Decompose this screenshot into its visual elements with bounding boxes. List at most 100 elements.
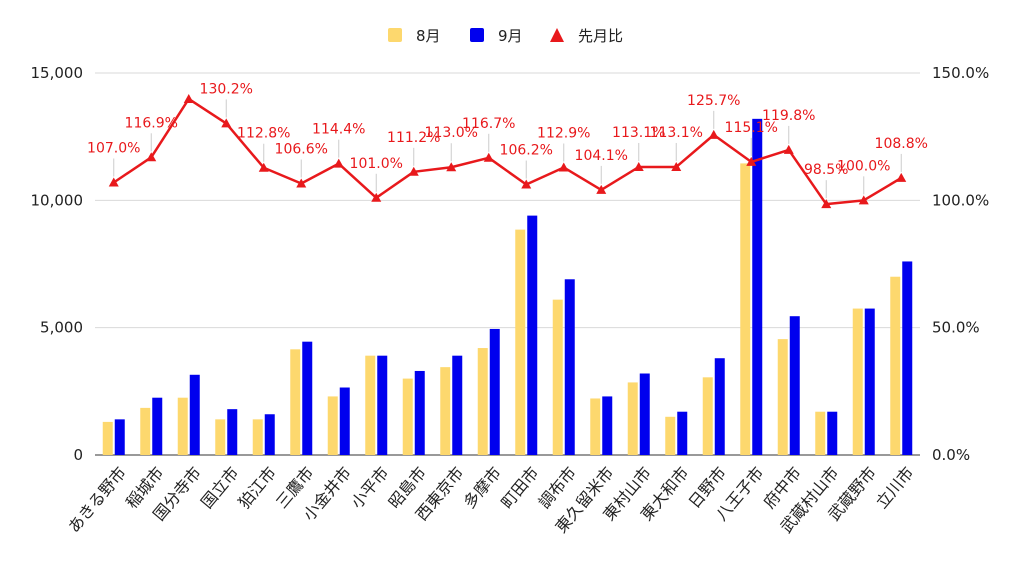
ratio-point-marker: [408, 166, 419, 176]
ratio-point-marker: [596, 184, 607, 194]
legend-item[interactable]: 9月: [470, 27, 523, 45]
ratio-point-marker: [821, 199, 832, 209]
bar-sep: [377, 355, 388, 455]
ratio-data-label: 114.4%: [312, 122, 365, 138]
ratio-point-marker: [183, 93, 194, 103]
left-tick-label: 10,000: [31, 191, 84, 209]
bar-sep: [602, 396, 613, 455]
bar-sep: [714, 358, 725, 455]
legend-label: 8月: [416, 27, 441, 45]
ratio-point-marker: [558, 162, 569, 172]
ratio-point-marker: [296, 178, 307, 188]
ratio-data-label: 112.8%: [237, 126, 290, 142]
bar-aug: [365, 355, 376, 455]
bar-aug: [140, 407, 151, 455]
ratio-point-marker: [783, 144, 794, 154]
category-label: 町田市: [497, 463, 542, 512]
bar-aug: [852, 308, 863, 455]
ratio-point-marker: [708, 129, 719, 139]
ratio-data-label: 125.7%: [687, 93, 740, 109]
category-label: 立川市: [872, 463, 917, 512]
bar-aug: [515, 229, 526, 455]
bar-sep: [902, 261, 913, 455]
ratio-point-marker: [521, 179, 532, 189]
bar-sep: [452, 355, 463, 455]
legend-swatch: [470, 28, 484, 42]
bar-aug: [102, 421, 113, 455]
bar-aug: [327, 396, 338, 455]
bar-aug: [740, 163, 751, 455]
legend[interactable]: 8月 9月 先月比: [388, 27, 623, 45]
bar-sep: [564, 279, 575, 455]
ratio-point-marker: [633, 161, 644, 171]
category-label: あきる野市: [64, 463, 130, 536]
right-tick-label: 50.0%: [932, 319, 980, 337]
ratio-data-label: 130.2%: [200, 81, 253, 97]
ratio-point-marker: [371, 192, 382, 202]
axes: 0 5,000 10,000 15,000 0.0% 50.0% 100.0% 150.0% あ…: [31, 64, 990, 537]
right-tick-label: 150.0%: [932, 64, 989, 82]
ratio-data-label: 116.7%: [462, 116, 515, 132]
ratio-data-label: 112.9%: [537, 125, 590, 141]
data-labels: 107.0% 116.9% 130.2% 112.8%106.6% 114.4% 101.…: [87, 81, 928, 199]
ratio-line-path: [113, 97, 902, 206]
ratio-data-label: 106.6%: [275, 142, 328, 158]
ratio-point-marker: [258, 162, 269, 172]
category-label: 小平市: [347, 463, 392, 512]
bar-aug: [402, 378, 413, 455]
bar-aug: [440, 367, 451, 455]
ratio-data-label: 108.8%: [875, 136, 928, 152]
ratio-point-marker: [446, 162, 457, 172]
ratio-data-label: 101.0%: [350, 156, 403, 172]
bar-aug: [477, 348, 488, 455]
bar-aug: [552, 299, 563, 455]
right-tick-label: 100.0%: [932, 191, 989, 209]
bar-aug: [252, 419, 263, 455]
ratio-point-marker: [108, 177, 119, 187]
bar-sep: [264, 414, 275, 455]
ratio-data-label: 116.9%: [125, 115, 178, 131]
ratio-data-label: 115.1%: [725, 120, 778, 136]
left-tick-label: 5,000: [40, 319, 83, 337]
bar-sep: [864, 308, 875, 455]
bar-aug: [590, 398, 601, 455]
ratio-data-label: 111.2%: [387, 130, 440, 146]
right-tick-label: 0.0%: [932, 446, 970, 464]
bar-sep: [789, 316, 800, 455]
bar-sep: [677, 411, 688, 455]
category-label: 狛江市: [235, 463, 280, 512]
ratio-data-label: 113.0%: [425, 125, 478, 141]
ratio-data-label: 107.0%: [87, 141, 140, 157]
ratio-point-marker: [146, 152, 157, 162]
bar-sep: [752, 118, 763, 455]
bar-sep: [527, 215, 538, 455]
ratio-point-marker: [896, 172, 907, 182]
bar-sep: [114, 419, 125, 455]
legend-item[interactable]: 先月比: [550, 27, 623, 45]
legend-swatch: [388, 28, 402, 42]
ratio-point-marker: [333, 158, 344, 168]
bar-aug: [627, 382, 638, 455]
bar-sep: [639, 373, 650, 455]
legend-triangle-icon: [550, 28, 564, 42]
ratio-data-label: 113.1%: [650, 125, 703, 141]
ratio-point-marker: [221, 118, 232, 128]
ratio-data-label: 104.1%: [575, 148, 628, 164]
category-label: 国立市: [197, 463, 242, 512]
legend-label: 先月比: [578, 27, 623, 45]
bar-sep: [152, 397, 163, 455]
ratio-point-marker: [671, 161, 682, 171]
bar-sep: [339, 387, 350, 455]
bar-sep: [302, 341, 313, 455]
bar-aug: [290, 349, 301, 455]
bars: [102, 118, 913, 455]
bar-aug: [702, 377, 713, 455]
legend-item[interactable]: 8月: [388, 27, 441, 45]
legend-label: 9月: [498, 27, 523, 45]
category-label: 多摩市: [460, 463, 505, 512]
bar-sep: [189, 374, 200, 455]
ratio-point-marker: [858, 195, 869, 205]
left-tick-label: 0: [73, 446, 83, 464]
